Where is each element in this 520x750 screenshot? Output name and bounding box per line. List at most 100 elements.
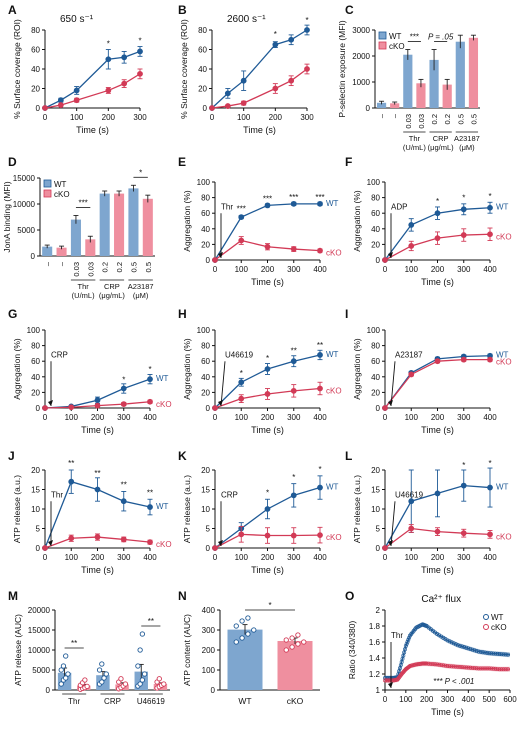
significance-label: * xyxy=(462,194,465,203)
legend-label: cKO xyxy=(54,190,70,199)
data-point xyxy=(233,623,239,629)
data-point xyxy=(238,395,245,402)
data-point xyxy=(120,498,127,505)
data-point xyxy=(73,87,80,94)
data-point xyxy=(434,235,441,242)
bar xyxy=(99,193,110,256)
data-point xyxy=(209,105,215,111)
x-tick-label: 200 xyxy=(431,413,445,422)
data-point xyxy=(99,661,105,667)
data-point xyxy=(489,666,494,671)
data-point xyxy=(272,41,279,48)
x-tick-label: 600 xyxy=(503,695,517,704)
data-point xyxy=(466,665,471,670)
data-point xyxy=(290,387,297,394)
category-label: CRP xyxy=(104,697,121,706)
group-label: Thr xyxy=(409,134,421,143)
data-point xyxy=(445,664,450,668)
data-point xyxy=(408,525,415,532)
y-axis-label: Aggregation (%) xyxy=(182,338,192,400)
data-point xyxy=(487,484,493,491)
data-point xyxy=(156,676,162,682)
data-point xyxy=(474,649,479,653)
panel-h: 0 20 40 60 80 100 Aggregation (%) 0 100 200 300 400… xyxy=(182,326,342,435)
y-axis-label: JonA binding (MFI) xyxy=(2,181,12,253)
agonist-label: Thr xyxy=(221,202,233,211)
bar xyxy=(442,84,452,108)
data-point xyxy=(447,639,452,644)
data-point xyxy=(58,681,64,687)
data-point xyxy=(466,646,471,651)
y-tick-label: 100 xyxy=(367,326,381,335)
legend-swatch xyxy=(378,31,387,40)
panel-letter: F xyxy=(345,155,352,169)
y-tick-label: 80 xyxy=(198,26,207,35)
x-tick-label: 100 xyxy=(65,413,79,422)
data-point xyxy=(63,653,69,659)
data-point xyxy=(472,666,477,671)
x-tick-label: 400 xyxy=(313,413,327,422)
data-point xyxy=(264,243,271,250)
arrow-head-icon xyxy=(388,540,393,546)
data-point xyxy=(449,640,454,645)
data-point xyxy=(462,665,467,670)
data-point xyxy=(437,662,442,667)
y-tick-label: 5 xyxy=(376,525,381,534)
data-point xyxy=(487,531,493,538)
x-tick-label: 300 xyxy=(457,553,471,562)
data-point xyxy=(435,662,440,667)
y-tick-label: 5 xyxy=(206,525,211,534)
x-tick-label: 300 xyxy=(117,413,131,422)
data-point xyxy=(295,641,301,647)
data-point xyxy=(426,661,431,666)
x-tick-label: 300 xyxy=(117,553,131,562)
data-point xyxy=(264,506,271,512)
agonist-arrow xyxy=(390,361,396,407)
data-point xyxy=(455,664,460,669)
bar xyxy=(85,239,96,256)
x-tick-label: 200 xyxy=(269,113,283,122)
data-point xyxy=(470,665,475,670)
x-tick-label: 400 xyxy=(143,553,157,562)
data-point xyxy=(118,676,124,682)
x-tick-label: 0 xyxy=(213,553,218,562)
y-tick-label: 100 xyxy=(197,326,211,335)
panel-letter: I xyxy=(345,307,348,321)
category-label: 0.5 xyxy=(456,114,465,124)
y-tick-label: 0 xyxy=(31,252,36,261)
x-axis-label: Time (s) xyxy=(421,425,454,435)
data-point xyxy=(451,641,456,646)
y-tick-label: 20 xyxy=(371,466,380,475)
x-tick-label: 0 xyxy=(43,113,48,122)
data-point xyxy=(501,667,506,672)
x-tick-label: 0 xyxy=(43,413,48,422)
data-point xyxy=(497,667,502,672)
category-label: 0.03 xyxy=(72,262,81,277)
y-tick-label: 0 xyxy=(36,544,41,553)
x-axis-label: Time (s) xyxy=(421,565,454,575)
y-tick-label: 0 xyxy=(206,544,211,553)
y-tick-label: 10000 xyxy=(13,200,36,209)
data-point xyxy=(63,675,69,681)
x-tick-label: 0 xyxy=(383,695,388,704)
x-axis-label: Time (s) xyxy=(76,125,109,135)
x-tick-label: 400 xyxy=(483,265,497,274)
data-point xyxy=(489,651,494,656)
series-label: cKO xyxy=(326,249,342,258)
series-label: WT xyxy=(496,483,509,492)
significance-label: * xyxy=(138,37,141,46)
legend-swatch xyxy=(43,179,52,188)
data-point xyxy=(439,663,444,667)
significance-label: * xyxy=(266,488,269,497)
x-tick-label: 400 xyxy=(313,265,327,274)
category-label: 0.2 xyxy=(430,114,439,124)
y-axis-label: P-selectin exposure (MFI) xyxy=(337,20,347,117)
y-axis-label: ATP release (AUC) xyxy=(13,614,23,686)
y-axis-label: Aggregation (%) xyxy=(352,190,362,252)
x-tick-label: 200 xyxy=(431,265,445,274)
y-tick-label: 10000 xyxy=(28,646,51,655)
group-unit-label: (μg/mL) xyxy=(99,291,125,300)
significance-label: * xyxy=(107,40,110,49)
y-tick-label: 0 xyxy=(206,404,211,413)
panel-a: 0 20 40 60 80 % Surface coverage (ROI) 0 100 200… xyxy=(12,14,147,135)
